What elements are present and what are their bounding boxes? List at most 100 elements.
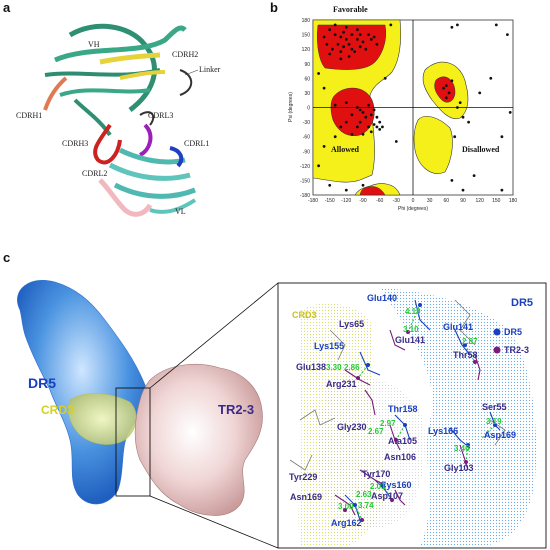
- dist-2: 3.10: [403, 325, 419, 334]
- legend-dr5-label: DR5: [504, 327, 522, 337]
- data-point: [450, 25, 454, 29]
- dist-9: 3.46: [454, 444, 470, 453]
- y-tick-label: -180: [300, 193, 310, 199]
- data-point: [389, 23, 393, 27]
- data-point: [325, 42, 329, 46]
- disallowed-label: Disallowed: [462, 145, 500, 154]
- data-point: [358, 108, 362, 112]
- res-glu141b: Glu141: [395, 335, 425, 345]
- favorable-region: [434, 76, 456, 103]
- data-point: [442, 86, 445, 90]
- data-point: [333, 135, 337, 139]
- data-point: [344, 101, 348, 104]
- data-point: [375, 42, 379, 46]
- ribbon-structure: [43, 23, 197, 217]
- data-point: [344, 120, 348, 124]
- data-point: [467, 120, 470, 124]
- res-cys160: Cys160: [380, 480, 412, 490]
- inset-label-crd3: CRD3: [292, 310, 317, 320]
- res-thr158: Thr158: [388, 404, 418, 414]
- data-point: [322, 35, 326, 39]
- dist-3: 2.87: [462, 337, 478, 346]
- data-point: [375, 125, 379, 129]
- y-tick-label: 30: [304, 91, 310, 97]
- x-tick-label: 30: [427, 198, 433, 204]
- res-asn106: Asn106: [384, 452, 416, 462]
- x-tick-labels: -180 -150 -120 -90 -60 -30 0 30 60 90 120 150 180: [308, 198, 517, 204]
- data-point: [356, 125, 359, 129]
- res-arg231: Arg231: [326, 379, 357, 389]
- data-point: [378, 127, 382, 131]
- cdrh2-loop: [119, 70, 166, 80]
- dist-4: 3.30: [326, 363, 342, 372]
- res-lys65: Lys65: [339, 319, 364, 329]
- x-tick-label: -180: [308, 198, 318, 204]
- data-point: [317, 164, 320, 168]
- dist-12: 3.00: [338, 502, 354, 511]
- data-point: [372, 35, 376, 39]
- data-point: [372, 123, 376, 126]
- data-point: [367, 103, 370, 107]
- data-point: [364, 115, 368, 119]
- data-point: [369, 113, 373, 117]
- data-point: [356, 38, 359, 41]
- zoom-connector-bottom: [149, 495, 279, 549]
- data-point: [333, 23, 337, 27]
- label-cdrh3: CDRH3: [62, 139, 88, 148]
- dist-11: 2.63: [356, 490, 372, 499]
- data-point: [339, 125, 343, 129]
- favorable-region: [317, 24, 386, 70]
- res-gly103: Gly103: [444, 463, 474, 473]
- data-point: [372, 108, 376, 112]
- data-point: [450, 179, 454, 182]
- dr5-surface: [17, 280, 147, 505]
- cdrl3-loop: [138, 123, 153, 157]
- ribbon-strand: [68, 23, 157, 112]
- linker-pointer: [184, 69, 199, 76]
- ribbon-strand: [59, 88, 151, 97]
- hbond-lines: [354, 304, 496, 521]
- data-point: [458, 101, 462, 104]
- label-cdrh2: CDRH2: [172, 50, 198, 59]
- data-point: [367, 125, 370, 129]
- x-tick-label: -90: [359, 198, 366, 204]
- res-glu140: Glu140: [367, 293, 397, 303]
- data-point: [378, 120, 382, 124]
- x-tick-label: 120: [476, 198, 485, 204]
- data-point: [331, 47, 334, 51]
- dist-1: 4.19: [405, 307, 421, 316]
- data-point: [456, 106, 459, 109]
- dist-10: 2.01: [370, 482, 386, 491]
- label-cdrl1: CDRL1: [184, 139, 209, 148]
- data-point: [500, 135, 504, 139]
- y-tick-label: 180: [302, 18, 311, 24]
- x-tick-label: 150: [492, 198, 501, 204]
- cdrh2-loop: [99, 52, 161, 65]
- data-point: [453, 135, 457, 139]
- cdrh1-loop: [43, 76, 68, 111]
- data-point: [333, 33, 337, 36]
- x-tick-label: -120: [341, 198, 351, 204]
- surface-complex: [17, 280, 263, 516]
- data-point: [344, 188, 348, 192]
- res-ala105: Ala105: [388, 436, 417, 446]
- data-point: [328, 28, 332, 32]
- data-point: [350, 132, 354, 136]
- data-point: [350, 33, 354, 36]
- y-tick-label: -30: [303, 120, 310, 126]
- data-point: [381, 125, 384, 129]
- data-point: [342, 30, 345, 34]
- label-cdrl3: CDRL3: [148, 111, 173, 120]
- data-point: [461, 115, 465, 119]
- data-point: [328, 183, 332, 187]
- data-point: [361, 132, 365, 136]
- res-asn169: Asn169: [290, 492, 322, 502]
- data-point: [344, 25, 348, 29]
- data-point: [489, 76, 493, 80]
- allowed-region: [413, 116, 453, 174]
- ribbon-strand: [149, 198, 197, 214]
- x-tick-label: -60: [376, 198, 383, 204]
- dist-7: 2.67: [368, 427, 384, 436]
- res-gly230: Gly230: [337, 422, 367, 432]
- y-tick-label: -60: [303, 135, 310, 141]
